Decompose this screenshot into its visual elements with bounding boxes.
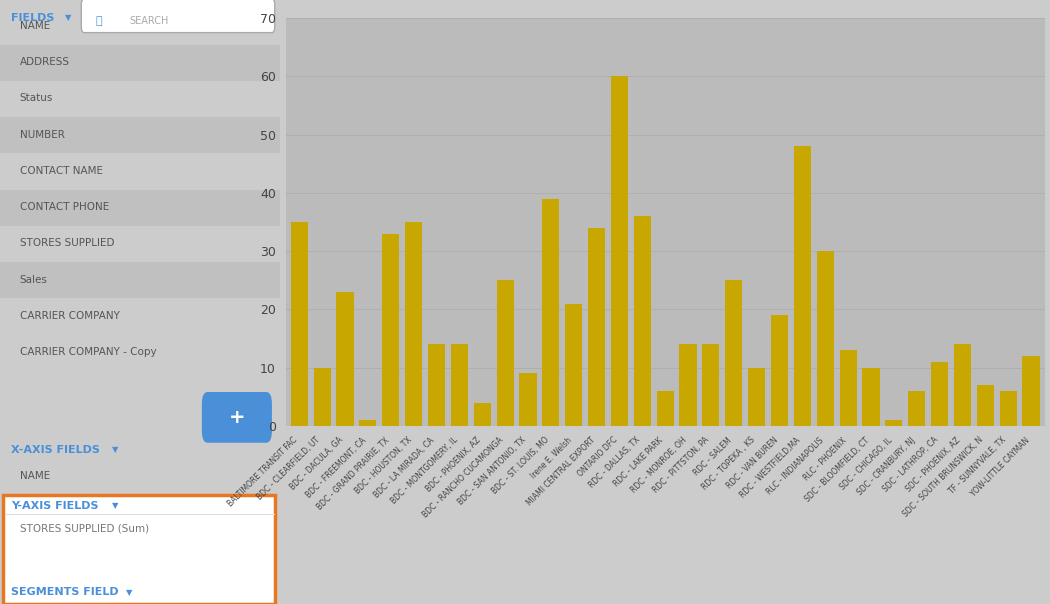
Text: STORES SUPPLIED: STORES SUPPLIED xyxy=(20,239,114,248)
Bar xyxy=(382,234,399,426)
Bar xyxy=(520,373,537,426)
Bar xyxy=(634,216,651,426)
Text: NUMBER: NUMBER xyxy=(20,130,64,140)
Bar xyxy=(1023,356,1040,426)
Text: ▼: ▼ xyxy=(112,445,119,454)
Text: Sales: Sales xyxy=(20,275,47,284)
Bar xyxy=(771,315,789,426)
Bar xyxy=(291,222,308,426)
Text: ADDRESS: ADDRESS xyxy=(20,57,69,67)
Text: X-AXIS FIELDS: X-AXIS FIELDS xyxy=(12,445,100,455)
Bar xyxy=(336,292,354,426)
Text: CARRIER COMPANY: CARRIER COMPANY xyxy=(20,311,120,321)
Bar xyxy=(565,303,583,426)
Text: Status: Status xyxy=(20,94,52,103)
Text: CONTACT NAME: CONTACT NAME xyxy=(20,166,103,176)
Bar xyxy=(405,222,422,426)
Bar xyxy=(656,391,674,426)
Bar xyxy=(840,350,857,426)
Bar xyxy=(3,495,275,604)
Bar xyxy=(0,262,280,298)
Text: Y-AXIS FIELDS: Y-AXIS FIELDS xyxy=(12,501,99,512)
Bar xyxy=(5,514,275,515)
Bar xyxy=(953,344,971,426)
Text: STORES SUPPLIED (Sum): STORES SUPPLIED (Sum) xyxy=(20,524,149,534)
Bar xyxy=(1000,391,1016,426)
Bar xyxy=(0,117,280,153)
Bar xyxy=(908,391,925,426)
Bar xyxy=(428,344,445,426)
Text: NAME: NAME xyxy=(20,471,49,481)
Text: SEGMENTS FIELD: SEGMENTS FIELD xyxy=(12,586,119,597)
Bar xyxy=(359,420,377,426)
Text: FIELDS: FIELDS xyxy=(12,13,55,24)
Bar xyxy=(817,251,834,426)
Bar xyxy=(588,228,605,426)
Bar xyxy=(497,280,513,426)
Bar xyxy=(702,344,719,426)
Text: SEARCH: SEARCH xyxy=(129,16,168,26)
Text: +: + xyxy=(229,408,245,427)
Bar xyxy=(474,402,490,426)
Bar xyxy=(611,76,628,426)
Bar xyxy=(976,385,994,426)
Text: NAME: NAME xyxy=(20,21,49,31)
Bar xyxy=(450,344,468,426)
FancyBboxPatch shape xyxy=(81,0,275,33)
FancyBboxPatch shape xyxy=(202,392,272,443)
Bar xyxy=(0,45,280,81)
Bar xyxy=(726,280,742,426)
Text: ⌕: ⌕ xyxy=(96,16,102,26)
Bar xyxy=(314,368,331,426)
Bar xyxy=(0,190,280,226)
Bar xyxy=(748,368,765,426)
Text: ▼: ▼ xyxy=(64,13,71,22)
Text: CARRIER COMPANY - Copy: CARRIER COMPANY - Copy xyxy=(20,347,156,357)
Bar xyxy=(931,362,948,426)
Bar xyxy=(885,420,902,426)
Bar xyxy=(542,199,560,426)
Bar xyxy=(679,344,696,426)
Text: CONTACT PHONE: CONTACT PHONE xyxy=(20,202,109,212)
Text: ▼: ▼ xyxy=(126,588,132,597)
Text: ▼: ▼ xyxy=(112,501,119,510)
Bar xyxy=(794,146,811,426)
Bar xyxy=(862,368,880,426)
